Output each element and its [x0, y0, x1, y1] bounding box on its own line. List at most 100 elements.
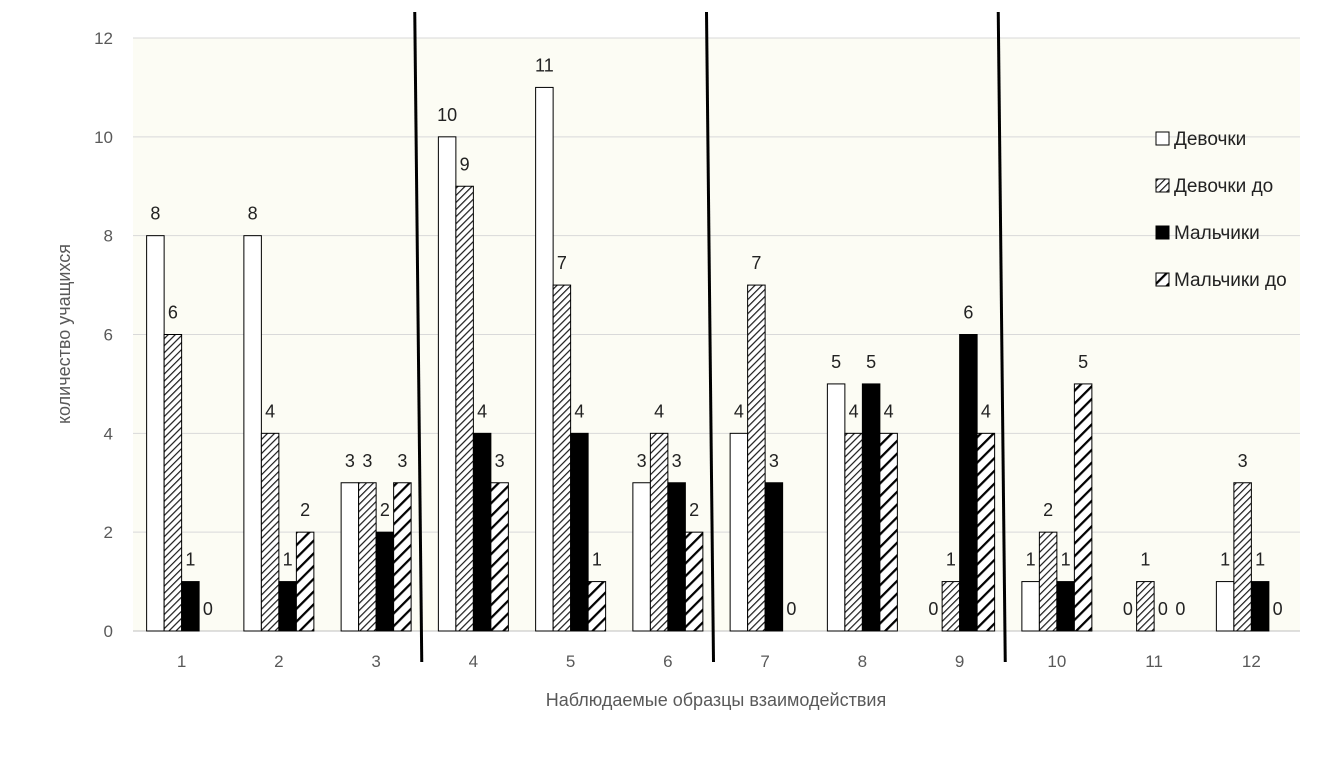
y-tick-label: 2: [104, 523, 113, 542]
x-tick-label: 6: [663, 652, 672, 671]
data-label: 4: [574, 401, 584, 421]
legend-swatch: [1155, 225, 1170, 240]
group-separator: [413, 11, 424, 663]
x-tick-label: 2: [274, 652, 283, 671]
bar: [295, 531, 315, 632]
data-label: 5: [866, 352, 876, 372]
data-label: 1: [946, 550, 956, 570]
y-tick-label: 4: [104, 424, 113, 443]
bar: [437, 136, 457, 632]
gridlines: [133, 37, 1300, 632]
data-label: 1: [185, 550, 195, 570]
x-tick-label: 5: [566, 652, 575, 671]
data-label: 11: [535, 55, 554, 75]
x-tick-label: 3: [371, 652, 380, 671]
bar: [181, 581, 200, 632]
bar: [163, 334, 183, 632]
x-tick-label: 1: [177, 652, 186, 671]
y-tick-label: 8: [104, 227, 113, 246]
y-tick-label: 10: [94, 128, 113, 147]
bar: [340, 482, 360, 632]
bar: [243, 235, 262, 632]
legend-label: Мальчики: [1174, 223, 1260, 244]
x-tick-label: 10: [1047, 652, 1066, 671]
bar: [684, 531, 704, 632]
y-axis-title: количество учащихся: [54, 244, 74, 424]
bar: [535, 86, 554, 632]
x-tick-label: 7: [760, 652, 769, 671]
bar: [146, 235, 165, 632]
group-separators: [413, 11, 1007, 663]
bar: [490, 482, 509, 632]
bar: [941, 581, 961, 632]
data-label: 4: [884, 401, 894, 421]
data-label: 0: [1158, 599, 1168, 619]
data-label: 3: [345, 451, 355, 471]
y-tick-label: 0: [104, 622, 113, 641]
data-label: 1: [1026, 550, 1036, 570]
bar: [1073, 383, 1093, 632]
bar: [826, 383, 846, 632]
data-label: 3: [769, 451, 779, 471]
data-label: 1: [283, 550, 293, 570]
bar: [1056, 581, 1075, 632]
data-label: 1: [1255, 550, 1265, 570]
data-label: 1: [1061, 550, 1071, 570]
group-separator: [705, 11, 715, 663]
bars: [146, 86, 1270, 632]
data-label: 4: [734, 401, 744, 421]
bar: [844, 432, 863, 632]
bar: [278, 581, 297, 632]
data-label: 2: [300, 500, 310, 520]
bar: [879, 432, 898, 632]
bar: [667, 482, 686, 632]
x-tick-label: 9: [955, 652, 964, 671]
data-label: 4: [477, 401, 487, 421]
data-label: 5: [831, 352, 841, 372]
data-label: 3: [672, 451, 682, 471]
data-label: 3: [1238, 451, 1248, 471]
data-label: 9: [460, 154, 470, 174]
data-label: 2: [380, 500, 390, 520]
bar: [764, 482, 784, 632]
bar: [472, 432, 492, 632]
bar: [1233, 482, 1252, 632]
data-label: 0: [1273, 599, 1283, 619]
data-label: 2: [1043, 500, 1053, 520]
bar: [976, 432, 996, 632]
data-label: 1: [1140, 550, 1150, 570]
bar: [632, 482, 651, 632]
data-label: 3: [397, 451, 407, 471]
data-label: 3: [362, 451, 372, 471]
bar: [393, 482, 412, 632]
bar: [570, 432, 589, 632]
y-tick-label: 12: [94, 29, 113, 48]
bar: [358, 482, 377, 632]
bar: [455, 185, 474, 632]
bar: [1136, 581, 1155, 632]
bar: [1250, 581, 1270, 632]
x-tick-label: 8: [858, 652, 867, 671]
bar: [861, 383, 881, 632]
legend-label: Девочки: [1174, 129, 1246, 150]
bar: [375, 531, 395, 632]
data-label: 3: [495, 451, 505, 471]
x-axis-title: Наблюдаемые образцы взаимодействия: [546, 690, 886, 710]
data-label: 6: [168, 303, 178, 323]
data-label: 3: [637, 451, 647, 471]
x-axis-ticks: 1 2 3 4 5 6 7 8 9 10 11 12: [177, 652, 1261, 671]
data-label: 0: [203, 599, 213, 619]
y-axis-ticks: 0 2 4 6 8 10 12: [94, 29, 113, 641]
bar: [729, 432, 749, 632]
data-label: 5: [1078, 352, 1088, 372]
bar: [1215, 581, 1235, 632]
data-label: 1: [592, 550, 602, 570]
legend-swatch: [1155, 131, 1170, 146]
bar: [260, 432, 280, 632]
bar: [649, 432, 669, 632]
legend-label: Девочки до: [1174, 176, 1273, 197]
x-tick-label: 11: [1145, 652, 1163, 671]
y-tick-label: 6: [104, 326, 113, 345]
